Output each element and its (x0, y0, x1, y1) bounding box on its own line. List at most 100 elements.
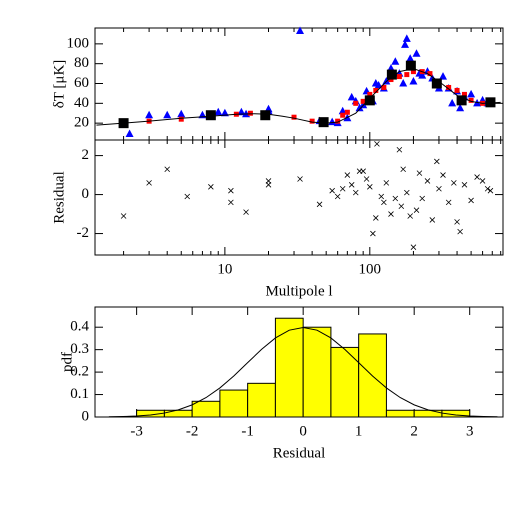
cross-stroke (184, 193, 191, 200)
cross-point (184, 193, 191, 200)
triangle-point (418, 71, 427, 79)
cross-stroke (407, 213, 413, 219)
histogram-bar (441, 409, 471, 418)
binned-point (386, 69, 397, 80)
histogram-bar (191, 400, 221, 418)
x-tick-label: 3 (466, 423, 474, 439)
cross-point (363, 176, 370, 182)
y-tick-label: -2 (77, 225, 90, 241)
cross-stroke (457, 228, 463, 235)
cross-stroke (479, 178, 486, 184)
cross-stroke (440, 172, 446, 178)
square-point (353, 100, 359, 106)
binned-point (318, 117, 329, 128)
cross-point (396, 146, 403, 153)
binned-point (485, 97, 496, 108)
triangle-point (163, 110, 172, 119)
cross-point (454, 219, 460, 225)
cross-stroke (398, 203, 405, 210)
cross-stroke (454, 219, 460, 225)
cross-point (381, 199, 387, 206)
triangle-point (359, 100, 368, 109)
cross-point (329, 187, 335, 194)
histogram-bar (274, 317, 304, 418)
square-point (344, 109, 350, 115)
triangle-point (296, 26, 305, 34)
cross-stroke (429, 217, 436, 223)
y-axis-label: δT [μK] (51, 60, 67, 109)
square-point (410, 69, 416, 75)
cross-point (378, 193, 385, 200)
square-point (360, 98, 366, 104)
cross-point (400, 166, 406, 173)
y-tick-label: 2 (82, 147, 90, 163)
binned-point (431, 78, 442, 89)
cross-stroke (344, 172, 351, 178)
cross-stroke (146, 180, 152, 186)
square-point (309, 118, 315, 124)
x-tick-label: -3 (130, 423, 143, 439)
binned-point (405, 60, 416, 71)
cross-point (484, 185, 491, 192)
histogram-bar (163, 409, 193, 418)
cross-point (479, 178, 486, 184)
binned-point (260, 110, 271, 121)
triangle-point (399, 79, 408, 87)
x-axis-label: Multipole l (265, 283, 332, 299)
triangle-point (338, 106, 347, 115)
x-tick-label: 0 (299, 423, 307, 439)
cross-stroke (228, 199, 234, 206)
cross-stroke (367, 183, 373, 190)
cross-point (451, 180, 457, 186)
triangle-point (125, 129, 134, 138)
x-tick-label: 2 (410, 423, 418, 439)
cross-stroke (265, 182, 272, 188)
y-tick-label: 0 (82, 408, 90, 424)
y-tick-label: 0.1 (70, 386, 89, 402)
cross-stroke (445, 199, 452, 206)
y-tick-label: 0.2 (70, 364, 89, 380)
cross-stroke (487, 187, 494, 194)
histogram-bar (330, 346, 360, 418)
triangle-point (145, 110, 154, 119)
cross-stroke (392, 195, 399, 202)
cross-point (348, 182, 355, 188)
triangle-point (374, 80, 383, 89)
x-tick-label: -2 (186, 423, 199, 439)
cross-point (228, 187, 234, 194)
square-point (335, 118, 341, 124)
y-tick-label: 60 (74, 75, 89, 91)
x-axis-label: Residual (273, 445, 326, 461)
cross-point (487, 187, 494, 194)
cross-stroke (383, 180, 390, 186)
square-point (381, 84, 387, 90)
square-point (340, 112, 346, 118)
cross-stroke (484, 185, 491, 192)
y-tick-label: 0 (82, 186, 90, 202)
cross-stroke (419, 195, 426, 202)
cross-stroke (370, 230, 376, 237)
cross-stroke (348, 182, 355, 188)
y-tick-label: 20 (74, 115, 89, 131)
cross-point (360, 168, 366, 174)
cross-point (208, 183, 214, 190)
cross-point (334, 193, 341, 200)
x-tick-label: -1 (241, 423, 254, 439)
cross-point (461, 182, 468, 188)
cross-stroke (416, 170, 423, 176)
triangle-point (439, 72, 448, 80)
cross-point (297, 176, 303, 182)
triangle-point (409, 77, 418, 85)
y-axis-label: Residual (51, 171, 67, 224)
plot-frame (94, 139, 504, 256)
cross-point (367, 183, 373, 190)
cross-stroke (334, 193, 341, 200)
cross-point (265, 182, 272, 188)
square-point (461, 91, 467, 97)
square-point (247, 110, 253, 116)
cross-stroke (461, 182, 468, 188)
cross-point (440, 172, 446, 178)
triangle-point (237, 107, 246, 116)
y-tick-label: 40 (74, 95, 89, 111)
